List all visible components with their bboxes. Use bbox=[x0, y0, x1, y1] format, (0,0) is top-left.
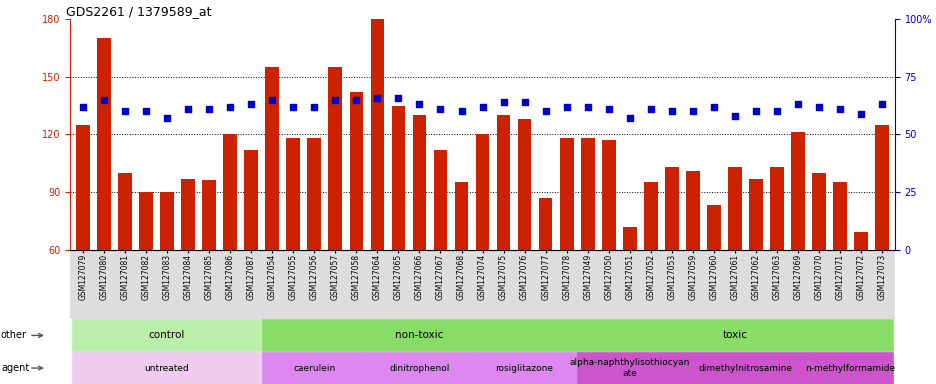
Point bbox=[201, 106, 216, 112]
Bar bbox=[349, 92, 363, 365]
Point bbox=[537, 108, 552, 114]
Bar bbox=[454, 182, 468, 365]
Bar bbox=[475, 134, 489, 365]
Point bbox=[117, 108, 132, 114]
Bar bbox=[202, 180, 215, 365]
Point bbox=[853, 111, 868, 117]
Point bbox=[768, 108, 783, 114]
Bar bbox=[874, 125, 888, 365]
Bar bbox=[518, 119, 531, 365]
Point bbox=[265, 97, 280, 103]
Point bbox=[75, 104, 90, 110]
Text: alpha-naphthylisothiocyan
ate: alpha-naphthylisothiocyan ate bbox=[569, 358, 689, 378]
Point bbox=[790, 101, 805, 108]
Text: untreated: untreated bbox=[144, 364, 189, 372]
Point bbox=[306, 104, 321, 110]
Text: agent: agent bbox=[1, 363, 29, 373]
Bar bbox=[286, 138, 300, 365]
Text: dimethylnitrosamine: dimethylnitrosamine bbox=[697, 364, 792, 372]
Point bbox=[684, 108, 699, 114]
Point bbox=[390, 94, 405, 101]
Text: rosiglitazone: rosiglitazone bbox=[495, 364, 553, 372]
Bar bbox=[118, 173, 132, 365]
Bar bbox=[265, 67, 279, 365]
Bar bbox=[559, 138, 573, 365]
Bar bbox=[749, 179, 762, 365]
Bar bbox=[433, 150, 446, 365]
Point bbox=[370, 94, 385, 101]
Point bbox=[159, 115, 174, 121]
Point bbox=[285, 104, 300, 110]
Point bbox=[243, 101, 258, 108]
Bar bbox=[832, 182, 846, 365]
Point bbox=[811, 104, 826, 110]
Point bbox=[223, 104, 238, 110]
Point bbox=[579, 104, 594, 110]
Point bbox=[475, 104, 490, 110]
Bar bbox=[665, 167, 678, 365]
Point bbox=[643, 106, 658, 112]
Bar bbox=[370, 15, 384, 365]
Bar bbox=[160, 192, 174, 365]
Bar bbox=[329, 67, 342, 365]
Point bbox=[748, 108, 763, 114]
Bar bbox=[812, 173, 825, 365]
Bar bbox=[412, 115, 426, 365]
Point bbox=[328, 97, 343, 103]
Bar bbox=[181, 179, 195, 365]
Text: dinitrophenol: dinitrophenol bbox=[388, 364, 449, 372]
Point bbox=[517, 99, 532, 105]
Point bbox=[874, 101, 889, 108]
Point bbox=[706, 104, 721, 110]
Point bbox=[622, 115, 636, 121]
Point bbox=[601, 106, 616, 112]
Point bbox=[139, 108, 154, 114]
Point bbox=[348, 97, 363, 103]
Point bbox=[454, 108, 469, 114]
Bar bbox=[854, 232, 867, 365]
Point bbox=[726, 113, 741, 119]
Point bbox=[495, 99, 510, 105]
Point bbox=[412, 101, 427, 108]
Bar bbox=[707, 205, 720, 365]
Bar bbox=[496, 115, 510, 365]
Bar bbox=[76, 125, 90, 365]
Point bbox=[559, 104, 574, 110]
Bar bbox=[244, 150, 257, 365]
Point bbox=[664, 108, 679, 114]
Bar bbox=[223, 134, 237, 365]
Text: GDS2261 / 1379589_at: GDS2261 / 1379589_at bbox=[66, 5, 212, 18]
Point bbox=[181, 106, 196, 112]
Bar bbox=[601, 140, 615, 365]
Bar bbox=[538, 198, 552, 365]
Text: caerulein: caerulein bbox=[293, 364, 335, 372]
Text: other: other bbox=[1, 330, 27, 341]
Bar bbox=[139, 192, 153, 365]
Text: non-toxic: non-toxic bbox=[395, 330, 443, 341]
Point bbox=[96, 97, 111, 103]
Point bbox=[832, 106, 847, 112]
Bar bbox=[580, 138, 594, 365]
Bar bbox=[97, 38, 110, 365]
Bar bbox=[622, 227, 636, 365]
Bar bbox=[685, 171, 699, 365]
Text: toxic: toxic bbox=[722, 330, 747, 341]
Bar bbox=[790, 132, 804, 365]
Text: control: control bbox=[149, 330, 185, 341]
Bar bbox=[307, 138, 321, 365]
Bar bbox=[391, 106, 404, 365]
Point bbox=[432, 106, 447, 112]
Bar bbox=[643, 182, 657, 365]
Bar bbox=[769, 167, 783, 365]
Text: n-methylformamide: n-methylformamide bbox=[805, 364, 895, 372]
Bar bbox=[727, 167, 741, 365]
